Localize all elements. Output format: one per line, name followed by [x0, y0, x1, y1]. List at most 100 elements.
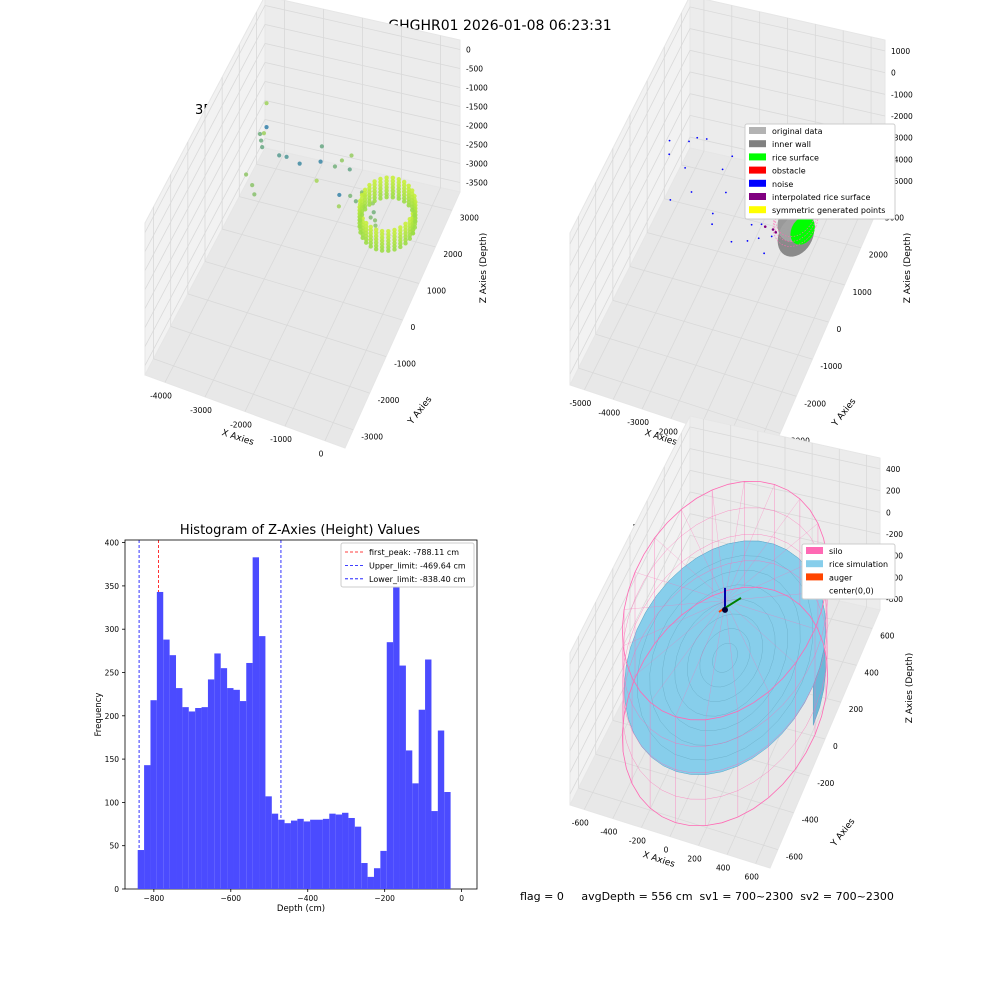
histogram-bar [425, 659, 432, 889]
plot1-ring-point [390, 191, 396, 197]
plot1-ylabel: Y Axies [406, 395, 435, 428]
plot3-xtick-label: 0 [459, 894, 464, 903]
plot2-legend-label: original data [772, 127, 823, 136]
plot2-ztick-label: -2000 [891, 112, 913, 121]
plot1-ring-point [410, 198, 415, 203]
plot1-ring-point [386, 235, 391, 240]
plot4-ytick-label: 0 [833, 742, 838, 751]
plot2-noise-point [705, 138, 708, 140]
plot1-grid-y [256, 163, 452, 211]
plot1-point [258, 138, 264, 143]
plot1-ring-point [398, 244, 403, 250]
plot4-silo-roof [705, 600, 726, 720]
plot1-ring-point [401, 186, 407, 191]
plot4-ztick-label: 400 [886, 465, 901, 474]
plot1-ring-point [359, 212, 365, 217]
histogram-bar [169, 655, 177, 889]
histogram-bar [354, 826, 362, 889]
plot2-grid-z [569, 49, 886, 288]
plot4-marks [621, 480, 829, 826]
plot1-ring-point [379, 245, 385, 250]
plot4-xlabel: X Axies [641, 850, 676, 870]
plot2-grid-y [595, 333, 797, 397]
plot1-ring-point [410, 231, 416, 236]
plot1-ztick-label: -1500 [466, 103, 488, 112]
plot4-silo-roof [724, 600, 796, 664]
plot4-silo-roof [724, 600, 769, 692]
plot2-noise-point [668, 139, 671, 142]
plot1-grid-z [144, 119, 461, 347]
plot2-xtick-label: -4000 [598, 408, 620, 417]
plot1-ytick-label: 2000 [443, 250, 462, 259]
plot4-silo-roof [631, 600, 726, 678]
plot1-grid-y [239, 196, 436, 248]
plot4-ytick-label: 200 [849, 705, 864, 714]
plot4-rice-mesh [637, 555, 813, 761]
plot1-ring-point [372, 179, 377, 184]
plot4-rice-mesh [674, 599, 776, 717]
plot2-legend-swatch [749, 193, 766, 200]
histogram-bar [246, 662, 253, 889]
plot1-point [284, 154, 289, 159]
plot2-xtick-label: -5000 [570, 399, 592, 408]
figure-suptitle: GHGHR01 2026-01-08 06:23:31 [388, 18, 612, 34]
plot4-silo-roof [624, 600, 726, 610]
histogram-bar [137, 850, 145, 889]
plot4-ztick-label: 0 [886, 508, 891, 517]
histogram-bar [393, 564, 400, 889]
plot4-ylabel: Y Axies [829, 817, 858, 850]
plot1-ring-point [398, 238, 403, 243]
plot1-ring-point [413, 219, 418, 224]
histogram-bar [437, 730, 445, 889]
plot4-legend-swatch [806, 573, 823, 581]
histogram-bar [342, 812, 349, 889]
plot1-ring-point [362, 187, 368, 192]
plot1-ring-point [384, 178, 389, 184]
plot1-ring-point [396, 183, 401, 188]
plot1-grid-y [222, 228, 420, 284]
plot1-ring-point [406, 196, 411, 201]
plot1-ytick-label: 0 [411, 323, 416, 332]
plot1-ring-point [403, 231, 408, 236]
plot1-ring-point [386, 232, 391, 237]
plot2-ztick-label: -1000 [891, 90, 913, 99]
plot4-ytick-label: -200 [817, 779, 834, 788]
plot1-point [373, 223, 378, 228]
plot1-grid-y [204, 261, 403, 321]
histogram-bar [278, 819, 285, 889]
plot1-ring-point [379, 238, 385, 244]
plot2-xtick-label: -2000 [656, 428, 678, 437]
plot3-ytick-label: 50 [109, 842, 119, 851]
plot3-legend: first_peak: -788.11 cm Upper_limit: -469.… [340, 542, 475, 588]
plot1-ring-point [386, 245, 391, 250]
histogram-bar [252, 557, 260, 889]
plot1-ytick-label: 1000 [427, 286, 446, 295]
plot4-center-marker [722, 606, 728, 613]
histogram-bar [316, 819, 323, 889]
plot1-ring-point [373, 243, 379, 249]
plot4-xtick-label: 0 [664, 846, 669, 855]
plot2-legend-label: interpolated rice surface [772, 193, 870, 202]
histogram-bar [290, 820, 298, 889]
plot1-ring-point [406, 193, 411, 198]
plot1-point [349, 153, 354, 158]
plot1-ring-point [358, 230, 363, 235]
histogram-bar [431, 811, 438, 889]
plot1-ring-point [396, 190, 401, 195]
histogram-bar [386, 642, 394, 889]
plot1-ring-point [373, 246, 379, 252]
plot1-ring-point [378, 189, 383, 195]
plot4-ytick-label: -600 [786, 853, 803, 862]
histogram-bar [188, 711, 196, 889]
histogram-bar [297, 818, 304, 889]
plot1-ring-point [386, 242, 391, 247]
plot1-ring-point [378, 176, 383, 182]
plot2-ztick-label: 0 [891, 69, 896, 78]
plot1-ring-point [367, 182, 372, 188]
histogram-bar [214, 653, 221, 889]
plot4-ztick-label: 200 [886, 487, 901, 496]
plot2-ytick-label: -2000 [804, 399, 826, 408]
plot1-ring-point [373, 230, 379, 236]
plot1-ring-point [390, 178, 396, 184]
plot1-ring-point [390, 175, 396, 181]
